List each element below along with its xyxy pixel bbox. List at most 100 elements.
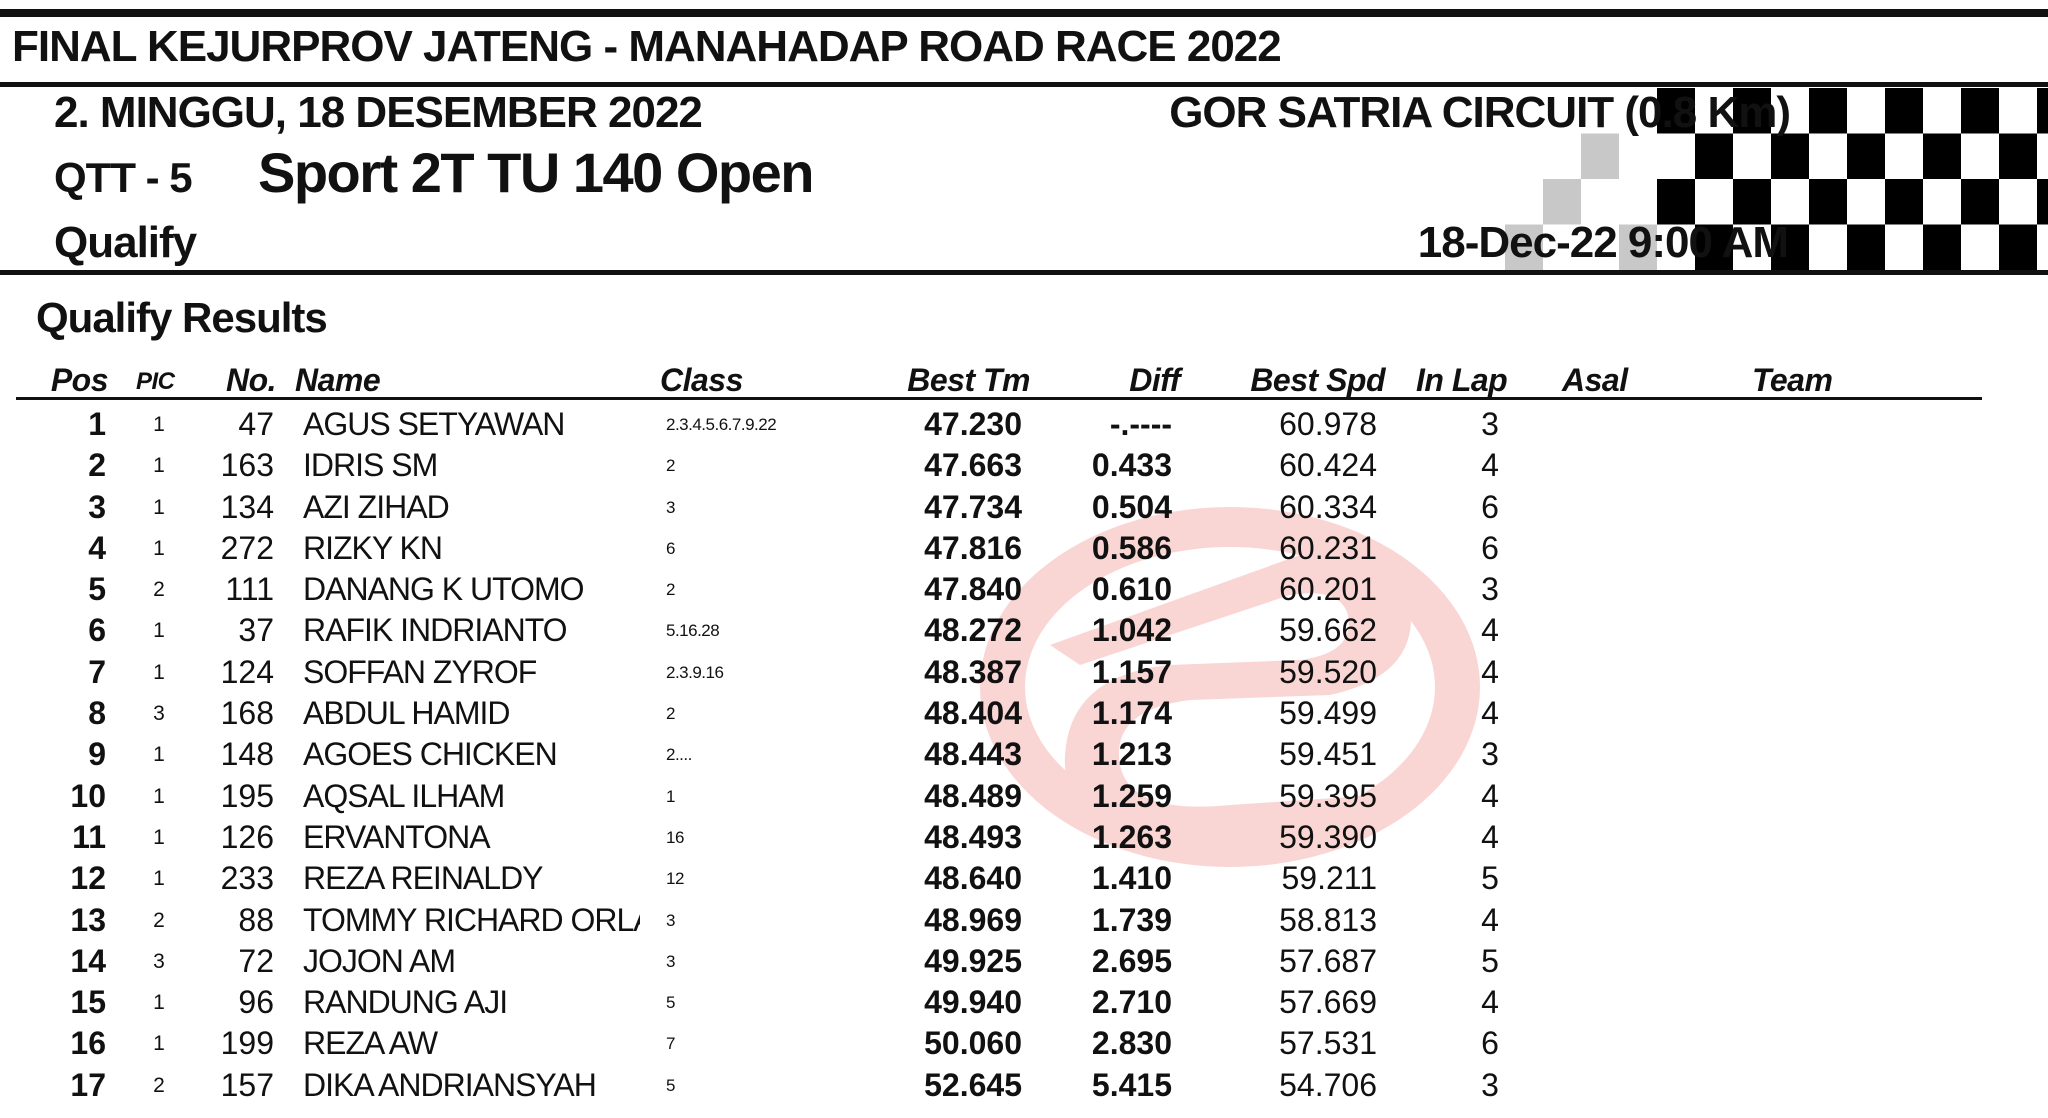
table-row: 10 1 195 AQSAL ILHAM 1 48.489 1.259 59.395 4 (0, 776, 2048, 817)
session-type: Qualify (54, 218, 197, 267)
best-speed-cell: 59.499 (1279, 695, 1377, 732)
rider-name-cell: ERVANTONA (303, 818, 491, 855)
best-time-cell: 48.404 (924, 695, 1022, 732)
best-time-cell: 48.493 (924, 818, 1022, 855)
class-cell: 5 (666, 993, 675, 1013)
pic-cell: 1 (153, 867, 165, 891)
best-speed-cell: 60.424 (1279, 447, 1377, 484)
class-cell: 2.3.4.5.6.7.9.22 (666, 415, 777, 434)
best-time-cell: 47.230 (924, 406, 1022, 442)
table-row: 13 2 88 TOMMY RICHARD ORLA 3 48.969 1.739 58.81… (0, 900, 2048, 941)
rider-name-cell: AQSAL ILHAM (303, 777, 505, 814)
flag-square (1809, 179, 1847, 225)
pic-cell: 1 (153, 825, 165, 849)
flag-square (1733, 88, 1771, 134)
pic-cell: 3 (153, 702, 165, 726)
pic-cell: 1 (153, 991, 165, 1015)
diff-cell: 0.586 (1091, 529, 1172, 566)
class-cell: 3 (666, 951, 675, 971)
position-cell: 17 (70, 1066, 106, 1103)
flag-square (1999, 133, 2037, 179)
rider-name-cell: DANANG K UTOMO (303, 571, 585, 608)
table-row: 3 1 134 AZI ZIHAD 3 47.734 0.504 60.334 6 (0, 487, 2048, 528)
position-cell: 6 (88, 612, 106, 649)
position-cell: 9 (88, 736, 106, 773)
rider-name-cell: JOJON AM (303, 942, 456, 979)
flag-square (1695, 224, 1733, 270)
table-row: 16 1 199 REZA AW 7 50.060 2.830 57.531 6 (0, 1023, 2048, 1064)
in-lap-cell: 3 (1481, 571, 1499, 608)
best-speed-cell: 60.201 (1279, 571, 1377, 608)
best-time-cell: 47.816 (924, 529, 1022, 566)
class-cell: 5 (666, 1075, 675, 1095)
best-speed-cell: 59.451 (1279, 736, 1377, 773)
column-header-rule (16, 397, 1982, 400)
position-cell: 16 (70, 1025, 106, 1062)
best-speed-cell: 59.520 (1279, 653, 1377, 690)
flag-square (1885, 179, 1923, 225)
diff-cell: 2.830 (1091, 1025, 1172, 1062)
column-header-pic: PIC (136, 368, 175, 395)
flag-square (1733, 179, 1771, 225)
rider-name-cell: REZA AW (303, 1025, 438, 1062)
class-cell: 16 (666, 827, 684, 847)
rider-number-cell: 96 (238, 984, 274, 1021)
rider-name-cell: AGOES CHICKEN (303, 736, 558, 773)
diff-cell: 1.042 (1091, 612, 1172, 649)
column-header-name: Name (295, 362, 381, 398)
pic-cell: 2 (153, 908, 165, 932)
flag-square (1961, 88, 1999, 134)
class-cell: 2.... (666, 745, 692, 765)
best-time-cell: 49.940 (924, 984, 1022, 1021)
rider-number-cell: 47 (238, 406, 274, 442)
position-cell: 15 (70, 984, 106, 1021)
in-lap-cell: 6 (1481, 529, 1499, 566)
pic-cell: 1 (153, 784, 165, 808)
best-speed-cell: 59.211 (1281, 860, 1378, 897)
flag-square (1771, 133, 1809, 179)
flag-square (1885, 88, 1923, 134)
best-speed-cell: 58.813 (1279, 901, 1377, 938)
results-table: 1 1 47 AGUS SETYAWAN 2.3.4.5.6.7.9.22 47.230-… (0, 404, 2048, 1106)
best-speed-cell: 59.662 (1279, 612, 1377, 649)
best-speed-cell: 59.395 (1279, 777, 1377, 814)
diff-cell: 1.259 (1091, 777, 1172, 814)
best-time-cell: 49.925 (924, 942, 1022, 979)
flag-square (1999, 224, 2037, 270)
column-header-in-lap: In Lap (1416, 362, 1508, 398)
column-header-best-spd: Best Spd (1250, 362, 1385, 398)
rider-number-cell: 124 (220, 653, 274, 690)
flag-square (1695, 133, 1733, 179)
pic-cell: 1 (153, 660, 165, 684)
diff-cell: 2.710 (1091, 984, 1172, 1021)
event-date-line: 2. MINGGU, 18 DESEMBER 2022 (54, 88, 703, 137)
flag-square (1847, 224, 1885, 270)
table-row: 4 1 272 RIZKY KN 6 47.816 0.586 60.231 6 (0, 528, 2048, 569)
rider-number-cell: 88 (238, 901, 274, 938)
in-lap-cell: 4 (1481, 653, 1499, 690)
rider-name-cell: RANDUNG AJI (303, 984, 508, 1021)
best-time-cell: 47.663 (924, 447, 1022, 484)
best-time-cell: 48.969 (924, 901, 1022, 938)
position-cell: 3 (88, 488, 106, 525)
circuit-name: GOR SATRIA CIRCUIT (0.8 Km) (1169, 88, 1791, 137)
table-row: 1 1 47 AGUS SETYAWAN 2.3.4.5.6.7.9.22 47.230 -… (0, 404, 2048, 445)
table-row: 12 1 233 REZA REINALDY 12 48.640 1.410 59.211 5 (0, 858, 2048, 899)
best-time-cell: 52.645 (924, 1066, 1022, 1103)
position-cell: 13 (70, 901, 106, 938)
class-cell: 6 (666, 538, 675, 558)
table-row: 17 2 157 DIKA ANDRIANSYAH 5 52.645 5.415 54.706… (0, 1065, 2048, 1106)
session-datetime: 18-Dec-22 9:00 AM (1417, 218, 1789, 267)
flag-square (1619, 224, 1657, 270)
pic-cell: 1 (153, 495, 165, 519)
rider-number-cell: 134 (220, 488, 274, 525)
in-lap-cell: 4 (1481, 984, 1499, 1021)
flag-square (1809, 88, 1847, 134)
class-cell: 3 (666, 497, 675, 517)
race-class-name: Sport 2T TU 140 Open (258, 141, 815, 204)
in-lap-cell: 4 (1481, 777, 1499, 814)
in-lap-cell: 4 (1481, 612, 1499, 649)
rider-number-cell: 37 (238, 612, 274, 649)
rider-name-cell: SOFFAN ZYROF (303, 653, 537, 690)
flag-square (1543, 179, 1581, 225)
